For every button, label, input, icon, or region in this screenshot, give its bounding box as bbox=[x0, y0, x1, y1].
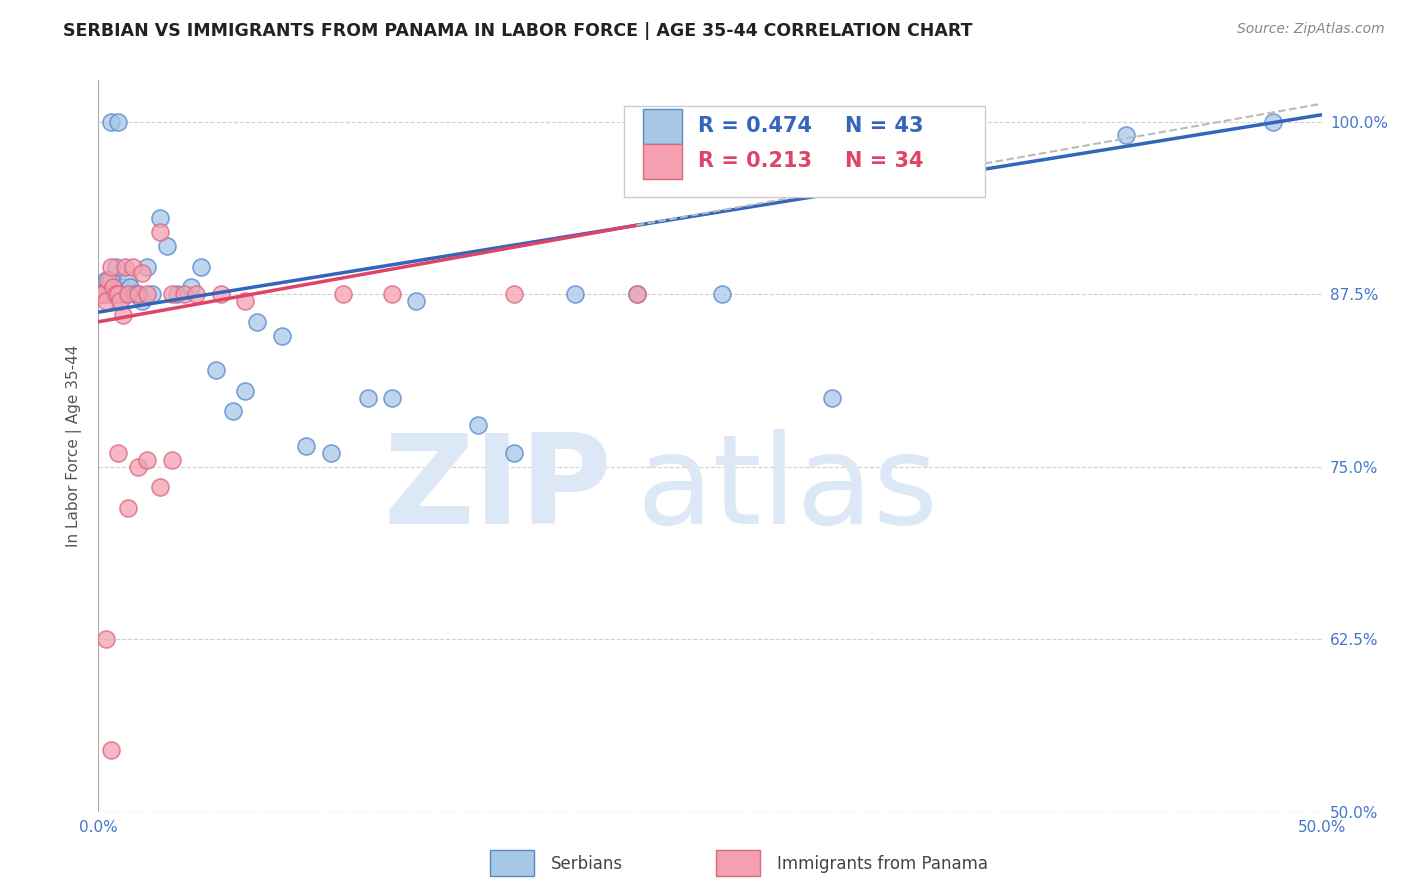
Point bbox=[124, 287, 146, 301]
Point bbox=[131, 267, 153, 281]
Point bbox=[127, 459, 149, 474]
Point bbox=[149, 480, 172, 494]
Text: N = 34: N = 34 bbox=[845, 152, 924, 171]
Point bbox=[110, 294, 132, 309]
Text: R = 0.213: R = 0.213 bbox=[697, 152, 811, 171]
Point bbox=[91, 287, 114, 301]
FancyBboxPatch shape bbox=[643, 144, 682, 179]
Text: N = 43: N = 43 bbox=[845, 116, 924, 136]
Point bbox=[136, 287, 159, 301]
Point bbox=[111, 308, 134, 322]
Point bbox=[107, 287, 129, 301]
Point bbox=[127, 287, 149, 301]
Point bbox=[107, 446, 129, 460]
Text: Immigrants from Panama: Immigrants from Panama bbox=[778, 855, 988, 872]
Point bbox=[1115, 128, 1137, 143]
Point bbox=[120, 280, 142, 294]
Point bbox=[332, 287, 354, 301]
Point bbox=[90, 280, 112, 294]
Point bbox=[246, 315, 269, 329]
Point bbox=[381, 287, 404, 301]
Point bbox=[405, 294, 427, 309]
Point bbox=[117, 273, 139, 287]
Point bbox=[101, 287, 124, 301]
Point bbox=[100, 273, 122, 287]
Point bbox=[626, 287, 648, 301]
Point bbox=[270, 328, 294, 343]
Point bbox=[149, 225, 172, 239]
Point bbox=[205, 363, 228, 377]
Point bbox=[90, 287, 112, 301]
Point bbox=[107, 114, 129, 128]
Point bbox=[295, 439, 318, 453]
Point bbox=[114, 260, 136, 274]
Point bbox=[356, 391, 378, 405]
Point bbox=[233, 294, 256, 309]
Point bbox=[100, 114, 122, 128]
Point bbox=[467, 418, 489, 433]
Point bbox=[94, 273, 117, 287]
Point bbox=[381, 391, 404, 405]
Point bbox=[319, 446, 342, 460]
Point bbox=[222, 404, 245, 418]
Point bbox=[166, 287, 188, 301]
Point bbox=[190, 260, 212, 274]
Point bbox=[97, 287, 120, 301]
Point bbox=[233, 384, 256, 398]
Point bbox=[564, 287, 586, 301]
Point bbox=[121, 260, 143, 274]
Point bbox=[209, 287, 232, 301]
FancyBboxPatch shape bbox=[489, 850, 534, 876]
Point bbox=[1261, 114, 1284, 128]
Point bbox=[114, 287, 136, 301]
Point bbox=[104, 260, 127, 274]
Text: Source: ZipAtlas.com: Source: ZipAtlas.com bbox=[1237, 22, 1385, 37]
Text: SERBIAN VS IMMIGRANTS FROM PANAMA IN LABOR FORCE | AGE 35-44 CORRELATION CHART: SERBIAN VS IMMIGRANTS FROM PANAMA IN LAB… bbox=[63, 22, 973, 40]
Point bbox=[626, 287, 648, 301]
Point bbox=[141, 287, 163, 301]
Point bbox=[136, 260, 159, 274]
Point bbox=[101, 280, 124, 294]
Point bbox=[117, 287, 139, 301]
Point bbox=[131, 294, 153, 309]
Point bbox=[97, 273, 120, 287]
FancyBboxPatch shape bbox=[643, 109, 682, 144]
Point bbox=[503, 287, 526, 301]
Point bbox=[160, 287, 183, 301]
Point bbox=[111, 280, 134, 294]
Point bbox=[91, 287, 114, 301]
Point bbox=[180, 280, 202, 294]
Text: R = 0.474: R = 0.474 bbox=[697, 116, 811, 136]
Text: Serbians: Serbians bbox=[551, 855, 623, 872]
Point bbox=[503, 446, 526, 460]
Point bbox=[156, 239, 179, 253]
Point bbox=[110, 294, 132, 309]
Text: atlas: atlas bbox=[637, 429, 939, 550]
Point bbox=[160, 452, 183, 467]
Point bbox=[117, 501, 139, 516]
Point bbox=[173, 287, 195, 301]
Point bbox=[127, 287, 149, 301]
Point bbox=[149, 211, 172, 226]
FancyBboxPatch shape bbox=[624, 106, 986, 197]
FancyBboxPatch shape bbox=[716, 850, 761, 876]
Point bbox=[107, 287, 129, 301]
Point bbox=[821, 391, 844, 405]
Point bbox=[186, 287, 208, 301]
Point bbox=[100, 742, 122, 756]
Y-axis label: In Labor Force | Age 35-44: In Labor Force | Age 35-44 bbox=[66, 345, 83, 547]
Point bbox=[94, 632, 117, 647]
Point bbox=[104, 287, 127, 301]
Point bbox=[136, 452, 159, 467]
Point bbox=[94, 294, 117, 309]
Text: ZIP: ZIP bbox=[384, 429, 612, 550]
Point bbox=[711, 287, 734, 301]
Point bbox=[100, 260, 122, 274]
